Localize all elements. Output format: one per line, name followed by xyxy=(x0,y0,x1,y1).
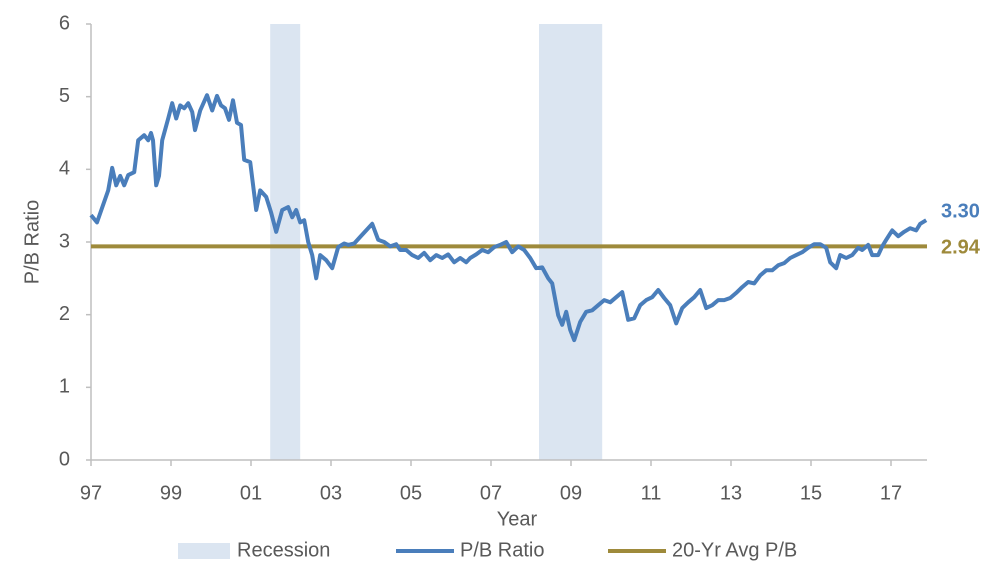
legend-swatch xyxy=(178,543,230,559)
legend-label: 20-Yr Avg P/B xyxy=(672,539,797,561)
y-axis-title: P/B Ratio xyxy=(21,200,43,284)
y-tick-label: 3 xyxy=(59,230,70,252)
x-tick-label: 17 xyxy=(880,482,902,504)
recession-band xyxy=(539,24,603,460)
pb-line xyxy=(89,93,928,343)
x-tick-label: 97 xyxy=(80,482,102,504)
x-tick-label: 09 xyxy=(560,482,582,504)
x-tick-label: 03 xyxy=(320,482,342,504)
y-tick-label: 0 xyxy=(59,448,70,470)
legend-label: Recession xyxy=(237,539,330,561)
x-tick-label: 13 xyxy=(720,482,742,504)
x-tick-label: 99 xyxy=(160,482,182,504)
y-tick-label: 4 xyxy=(59,158,70,180)
y-tick-label: 5 xyxy=(59,85,70,107)
pb-end-label: 3.30 xyxy=(941,200,980,222)
x-tick-label: 15 xyxy=(800,482,822,504)
x-tick-label: 07 xyxy=(480,482,502,504)
x-tick-label: 11 xyxy=(641,482,662,504)
y-tick-label: 6 xyxy=(59,12,70,34)
x-tick-label: 01 xyxy=(240,482,262,504)
legend-label: P/B Ratio xyxy=(460,539,544,561)
x-axis-title: Year xyxy=(497,508,538,530)
y-tick-label: 1 xyxy=(59,376,70,398)
average-label: 2.94 xyxy=(941,237,981,259)
recession-band xyxy=(270,24,301,460)
y-tick-label: 2 xyxy=(59,303,70,325)
x-tick-label: 05 xyxy=(400,482,422,504)
